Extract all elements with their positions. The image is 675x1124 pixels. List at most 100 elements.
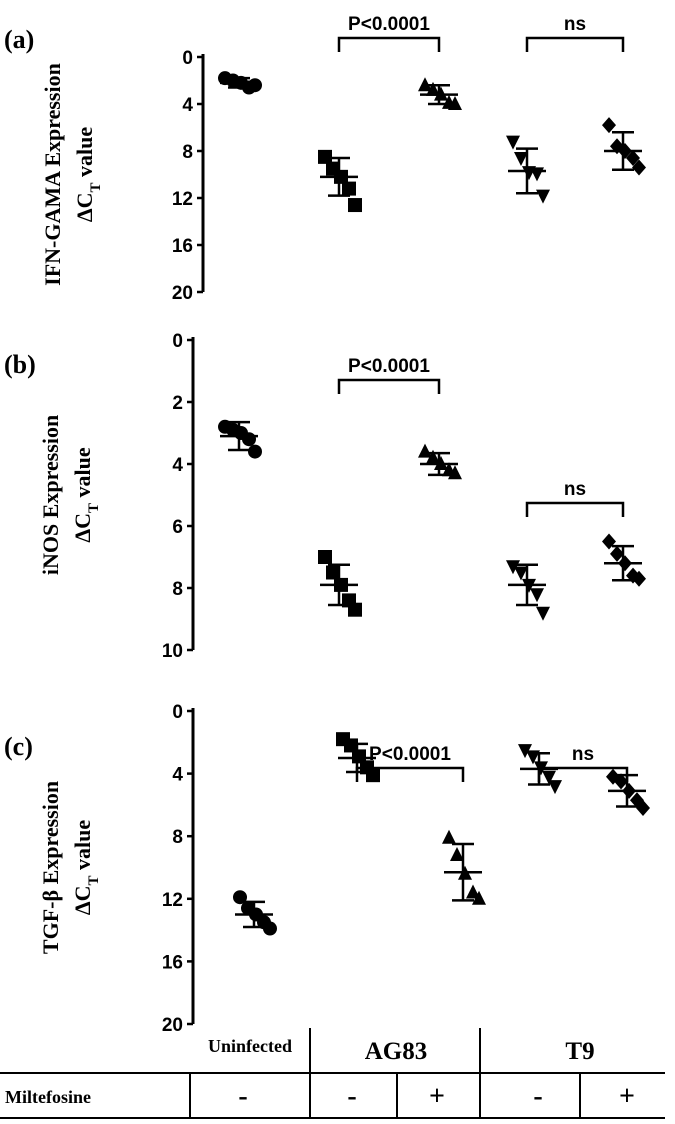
bracket-line: [337, 378, 441, 394]
y-tick-label: 4: [172, 765, 183, 786]
data-point: [536, 189, 550, 204]
data-point: [514, 152, 528, 167]
significance-label: P<0.0001: [348, 356, 430, 377]
y-tick-label: 16: [172, 236, 193, 257]
y-axis-title-units: ΔCT value: [70, 447, 102, 543]
data-point: [263, 921, 277, 936]
significance-label: ns: [572, 744, 594, 765]
treatment-value: +: [619, 1081, 635, 1112]
y-tick-label: 10: [162, 641, 183, 662]
treatment-value: -: [238, 1081, 247, 1112]
treatment-value: +: [429, 1081, 445, 1112]
chart-panel: (a)IFN-GAMA Expression ΔCT value 0 4 8 12 16 20…: [4, 14, 646, 304]
significance-bracket: P<0.0001: [355, 744, 465, 782]
data-point: [626, 150, 640, 167]
data-point: [318, 149, 332, 164]
chart-panel: (c)TGF-β Expression ΔCT value 0 4 8 12 16 20 P<0…: [4, 702, 650, 1036]
significance-label: P<0.0001: [369, 744, 451, 765]
data-point: [526, 750, 540, 765]
y-tick-label: 20: [172, 283, 193, 304]
treatment-value: -: [533, 1081, 542, 1112]
panel-label: (b): [4, 350, 36, 379]
data-point: [448, 465, 462, 480]
data-point: [530, 588, 544, 603]
data-group: [218, 71, 262, 95]
bracket-line: [525, 501, 625, 517]
bracket-line: [537, 766, 629, 782]
significance-label: ns: [564, 14, 586, 35]
data-point: [602, 117, 616, 134]
data-point: [632, 570, 646, 587]
significance-bracket: ns: [525, 14, 625, 52]
data-group: [233, 890, 277, 936]
data-point: [318, 550, 332, 564]
y-tick-label: 4: [172, 455, 183, 476]
y-tick-label: 8: [172, 579, 183, 600]
data-point: [366, 768, 380, 783]
data-group: [506, 560, 550, 621]
significance-label: ns: [564, 479, 586, 500]
data-point: [536, 606, 550, 621]
data-group: [602, 117, 646, 176]
y-tick-label: 6: [172, 517, 183, 538]
data-point: [418, 443, 432, 458]
data-group: [442, 829, 486, 905]
data-point: [542, 770, 556, 785]
data-point: [530, 167, 544, 182]
data-point: [242, 432, 256, 447]
data-point: [426, 81, 440, 96]
data-point: [614, 773, 628, 790]
data-group: [418, 77, 462, 110]
data-point: [348, 602, 362, 617]
y-tick-label: 0: [172, 331, 183, 352]
data-group: [506, 135, 550, 204]
data-point: [326, 565, 340, 580]
data-point: [472, 890, 486, 905]
significance-bracket: P<0.0001: [337, 14, 441, 52]
data-point: [466, 884, 480, 899]
y-tick-label: 12: [172, 189, 193, 210]
y-tick-label: 20: [162, 1015, 183, 1036]
y-axis-title: TGF-β Expression: [38, 781, 63, 954]
conditions-table: Uninfected AG83 T9 Miltefosine - - + - +: [0, 1028, 665, 1119]
data-point: [352, 749, 366, 764]
y-tick-label: 8: [172, 827, 183, 848]
data-group: [318, 550, 362, 617]
data-point: [548, 780, 562, 795]
data-point: [448, 96, 462, 110]
y-tick-label: 4: [182, 95, 193, 116]
data-point: [518, 744, 532, 759]
y-axis-title-units: ΔCT value: [72, 127, 104, 223]
data-group: [602, 533, 646, 587]
condition-uninfected: Uninfected: [208, 1036, 292, 1056]
y-tick-label: 16: [162, 952, 183, 973]
data-point: [348, 198, 362, 213]
data-point: [506, 135, 520, 150]
data-point: [233, 890, 247, 905]
panel-label: (a): [4, 25, 34, 54]
y-tick-label: 8: [182, 142, 193, 163]
data-point: [632, 159, 646, 176]
bracket-line: [525, 36, 625, 52]
data-point: [450, 846, 464, 861]
significance-bracket: ns: [525, 479, 625, 517]
condition-t9: T9: [565, 1038, 594, 1065]
data-point: [442, 829, 456, 844]
data-group: [218, 419, 262, 459]
data-point: [602, 533, 616, 550]
y-tick-label: 12: [162, 890, 183, 911]
data-point: [610, 545, 624, 562]
y-tick-label: 2: [172, 393, 183, 414]
treatment-label: Miltefosine: [5, 1087, 91, 1107]
data-point: [248, 78, 262, 93]
data-point: [426, 449, 440, 464]
y-axis-title: iNOS Expression: [38, 415, 63, 575]
data-group: [418, 443, 462, 480]
bracket-line: [337, 36, 441, 52]
data-group: [318, 149, 362, 213]
significance-label: P<0.0001: [348, 14, 430, 35]
data-point: [418, 77, 432, 92]
chart-panel: (b) iNOS Expression ΔCT value 0 2 4 6 8 10 P<0.00…: [4, 331, 646, 662]
data-point: [342, 181, 356, 196]
